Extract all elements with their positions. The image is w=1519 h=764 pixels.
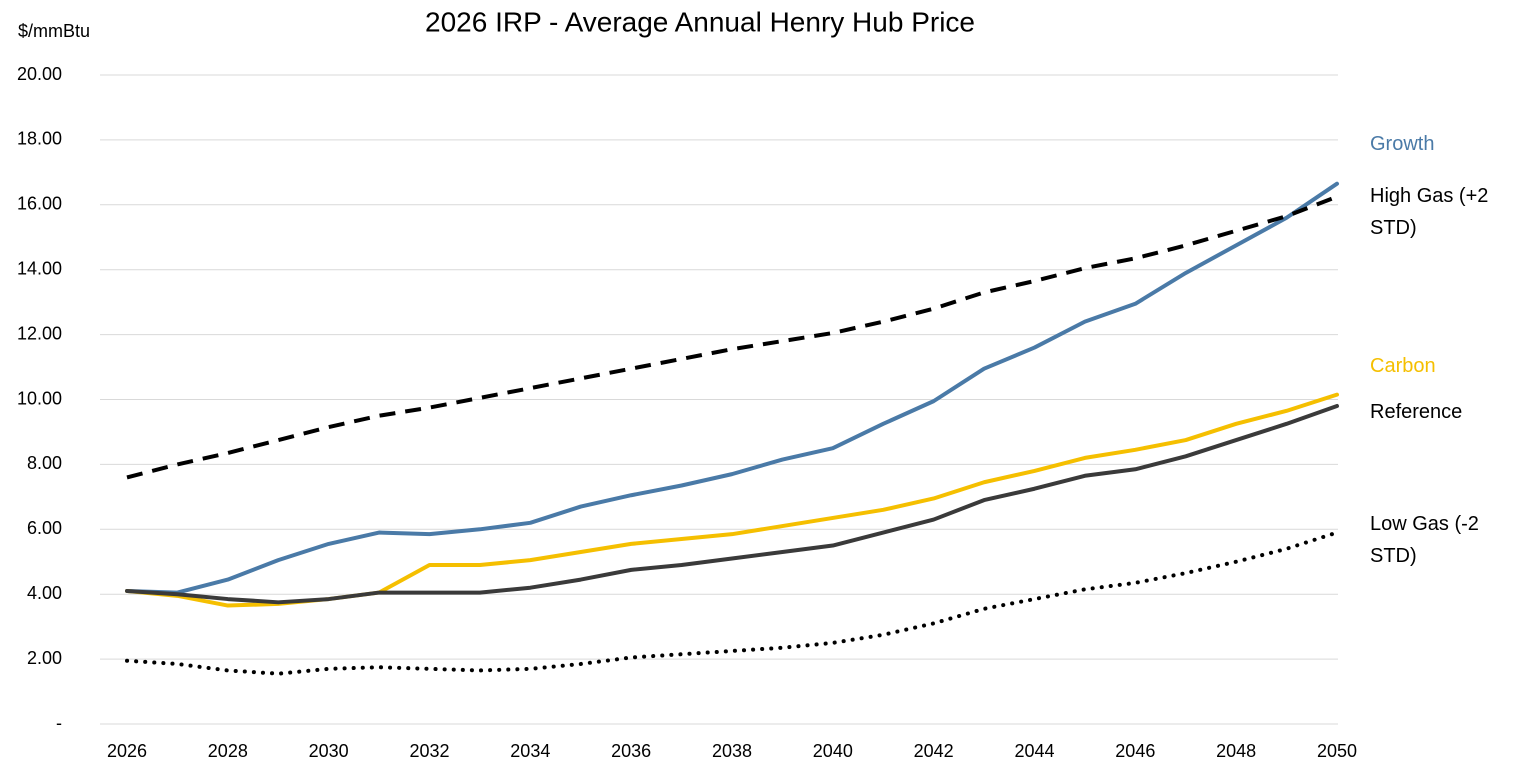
y-tick-label: 16.00 (17, 194, 62, 214)
legend-entry: Growth (1370, 133, 1435, 155)
y-axis-label: $/mmBtu (18, 21, 90, 41)
y-tick-label: 12.00 (17, 323, 62, 343)
legend-entry: Low Gas (-2 STD) (1370, 513, 1479, 567)
legend-entry: Reference (1370, 401, 1463, 423)
y-tick-label: 2.00 (27, 648, 62, 668)
series-line (126, 194, 1338, 480)
y-tick-label: - (56, 713, 62, 733)
y-tick-label: 20.00 (17, 64, 62, 84)
chart-title: 2026 IRP - Average Annual Henry Hub Pric… (425, 6, 975, 37)
y-tick-label: 4.00 (27, 583, 62, 603)
y-tick-label: 14.00 (17, 258, 62, 278)
x-tick-label: 2046 (1115, 741, 1155, 761)
x-tick-label: 2048 (1216, 741, 1256, 761)
y-tick-label: 6.00 (27, 518, 62, 538)
series-line (125, 181, 1339, 595)
x-tick-label: 2034 (510, 741, 550, 761)
x-tick-label: 2038 (712, 741, 752, 761)
x-tick-label: 2036 (611, 741, 651, 761)
x-tick-label: 2032 (409, 741, 449, 761)
legend-entry: Carbon (1370, 355, 1436, 377)
x-tick-label: 2028 (208, 741, 248, 761)
series-line (125, 403, 1339, 605)
x-tick-label: 2050 (1317, 741, 1357, 761)
y-tick-label: 10.00 (17, 388, 62, 408)
series-line (125, 530, 1339, 676)
x-tick-label: 2026 (107, 741, 147, 761)
x-tick-label: 2044 (1014, 741, 1054, 761)
y-tick-label: 18.00 (17, 129, 62, 149)
legend-entry: High Gas (+2 STD) (1370, 185, 1489, 239)
series-line (125, 392, 1339, 608)
x-tick-label: 2042 (914, 741, 954, 761)
x-tick-label: 2030 (309, 741, 349, 761)
x-tick-label: 2040 (813, 741, 853, 761)
y-tick-label: 8.00 (27, 453, 62, 473)
